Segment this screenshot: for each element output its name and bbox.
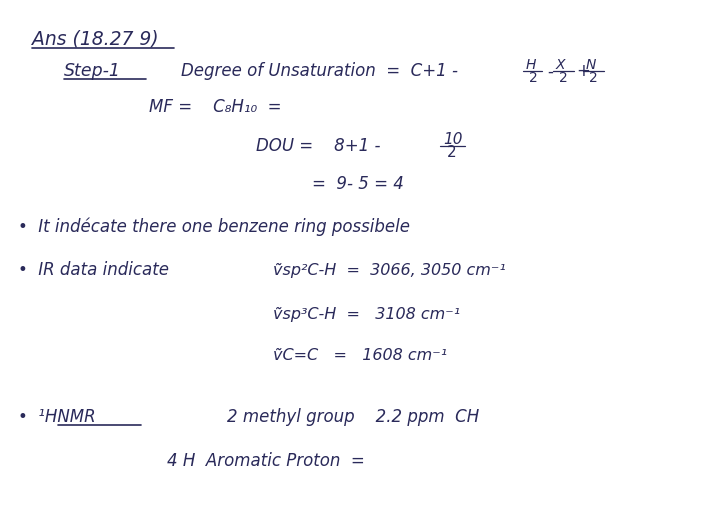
Text: MF =    C₈H₁₀  =: MF = C₈H₁₀ = <box>149 98 282 116</box>
Text: -: - <box>547 63 553 80</box>
Text: •  IR data indicate: • IR data indicate <box>18 262 169 279</box>
Text: 4 H  Aromatic Proton  =: 4 H Aromatic Proton = <box>167 452 365 470</box>
Text: DOU =    8+1 -: DOU = 8+1 - <box>256 137 380 155</box>
Text: =  9- 5 = 4: = 9- 5 = 4 <box>312 175 404 193</box>
Text: Ans (18.27 9): Ans (18.27 9) <box>32 30 158 48</box>
Text: 2: 2 <box>447 146 457 160</box>
Text: X: X <box>556 58 565 73</box>
Text: 2: 2 <box>559 71 567 85</box>
Text: •  ¹HNMR: • ¹HNMR <box>18 408 95 426</box>
Text: 2: 2 <box>529 71 537 85</box>
Text: 10: 10 <box>444 133 463 147</box>
Text: 2: 2 <box>589 71 597 85</box>
Text: Step-1: Step-1 <box>64 63 121 80</box>
Text: N: N <box>586 58 596 73</box>
Text: H: H <box>525 58 536 73</box>
Text: +: + <box>577 63 591 80</box>
Text: Degree of Unsaturation  =  C+1 -: Degree of Unsaturation = C+1 - <box>181 63 458 80</box>
Text: ṽsp²C-H  =  3066, 3050 cm⁻¹: ṽsp²C-H = 3066, 3050 cm⁻¹ <box>273 263 506 278</box>
Text: ṽsp³C-H  =   3108 cm⁻¹: ṽsp³C-H = 3108 cm⁻¹ <box>273 307 461 322</box>
Text: ṽC=C   =   1608 cm⁻¹: ṽC=C = 1608 cm⁻¹ <box>273 349 447 363</box>
Text: 2 methyl group    2.2 ppm  CH: 2 methyl group 2.2 ppm CH <box>227 408 479 426</box>
Text: •  It indécate there one benzene ring possibele: • It indécate there one benzene ring pos… <box>18 218 410 236</box>
